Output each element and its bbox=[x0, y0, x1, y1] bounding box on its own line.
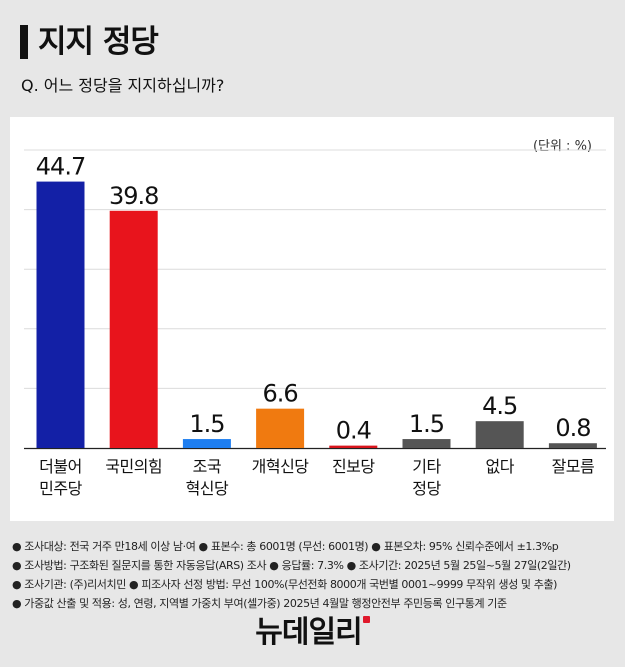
survey-question: Q. 어느 정당을 지지하십니까? bbox=[21, 76, 225, 95]
data-label: 0.4 bbox=[336, 417, 371, 445]
data-label: 1.5 bbox=[409, 410, 444, 438]
data-label: 1.5 bbox=[189, 410, 224, 438]
category-label: 더불어 bbox=[39, 457, 82, 476]
category-label: 민주당 bbox=[39, 479, 82, 498]
data-label: 44.7 bbox=[36, 153, 85, 181]
category-label: 조국 bbox=[193, 457, 221, 476]
category-label: 잘모름 bbox=[552, 457, 595, 476]
bar bbox=[402, 439, 451, 448]
logo-text: 뉴데일리 bbox=[255, 615, 362, 650]
note-line: ● 조사기관: (주)리서치민 ● 피조사자 선정 방법: 무선 100%(무선… bbox=[12, 578, 558, 591]
data-label: 0.8 bbox=[555, 414, 590, 442]
page-title: 지지 정당 bbox=[38, 24, 159, 60]
survey-notes: ● 조사대상: 전국 거주 만18세 이상 남·여 ● 표본수: 총 6001명… bbox=[12, 537, 617, 613]
bar bbox=[109, 210, 158, 448]
logo-accent-icon bbox=[362, 616, 370, 623]
category-label: 혁신당 bbox=[186, 479, 229, 498]
bar bbox=[548, 443, 597, 448]
bar bbox=[36, 181, 85, 448]
data-label: 39.8 bbox=[109, 182, 158, 210]
data-label: 4.5 bbox=[482, 392, 517, 420]
note-line: ● 조사대상: 전국 거주 만18세 이상 남·여 ● 표본수: 총 6001명… bbox=[12, 540, 559, 553]
bar bbox=[329, 445, 378, 448]
bar bbox=[256, 408, 305, 448]
title-marker bbox=[20, 25, 28, 59]
bar bbox=[182, 439, 231, 448]
chart-panel: (단위 : %) 44.7 39.8 1.5 6.6 0.4 1.5 4.5 0.8 더불어 민… bbox=[10, 117, 614, 521]
note-line: ● 조사방법: 구조화된 질문지를 통한 자동응답(ARS) 조사 ● 응답률:… bbox=[12, 559, 571, 572]
category-label: 정당 bbox=[412, 479, 441, 498]
category-label: 국민의힘 bbox=[105, 457, 162, 476]
brand-logo: 뉴데일리 bbox=[0, 613, 625, 653]
note-line: ● 가중값 산출 및 적용: 성, 연령, 지역별 가중치 부여(셀가중) 20… bbox=[12, 597, 507, 610]
category-label: 진보당 bbox=[332, 457, 375, 476]
bar bbox=[475, 421, 524, 448]
category-label: 기타 bbox=[412, 457, 441, 476]
category-label: 없다 bbox=[485, 457, 514, 476]
data-label: 6.6 bbox=[263, 380, 298, 408]
category-label: 개혁신당 bbox=[252, 457, 310, 476]
